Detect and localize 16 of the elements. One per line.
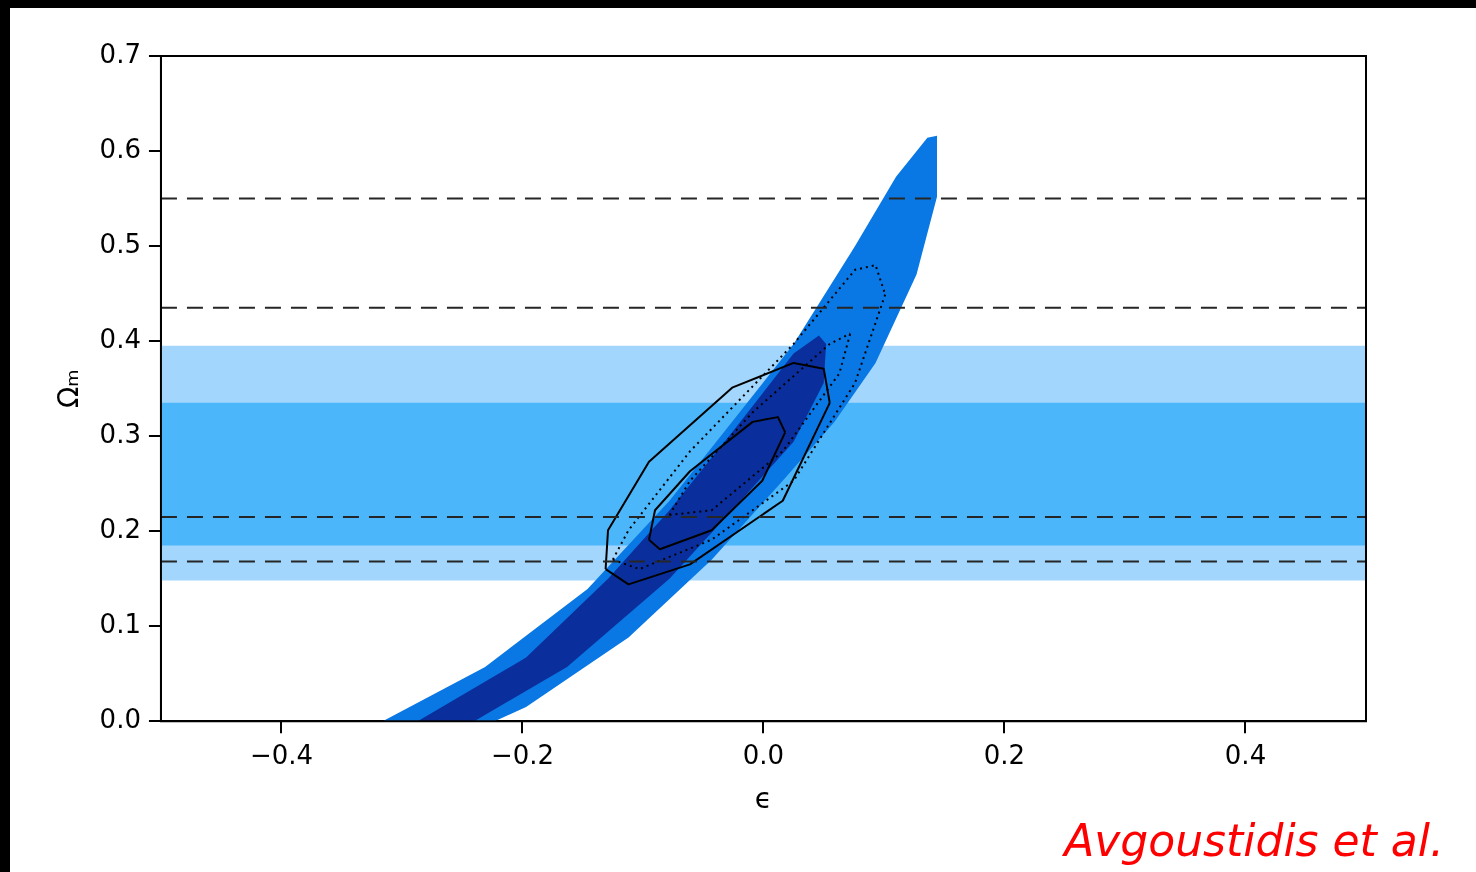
x-tick-label: −0.4 [249,739,314,770]
text: Avgoustidis et al. [1064,815,1444,866]
x-tick-label: 0.2 [983,739,1026,770]
x-tick-label: 0.4 [1224,739,1267,770]
y-tick-label: 0.4 [99,323,141,354]
y-tick-label: 0.3 [99,418,141,449]
y-tick-label: 0.5 [99,228,141,259]
y-tick-label: 0.0 [99,703,141,734]
y-tick-label: 0.6 [99,133,141,164]
y-tick-label: 0.2 [99,513,141,544]
x-tick-label: 0.0 [742,739,785,770]
y-axis-title: Ωₘ [52,369,86,409]
x-tick-label: −0.2 [490,739,555,770]
y-tick-label: 0.7 [99,38,141,69]
x-axis-title: ϵ [754,782,773,816]
y-tick-label: 0.1 [99,608,141,639]
